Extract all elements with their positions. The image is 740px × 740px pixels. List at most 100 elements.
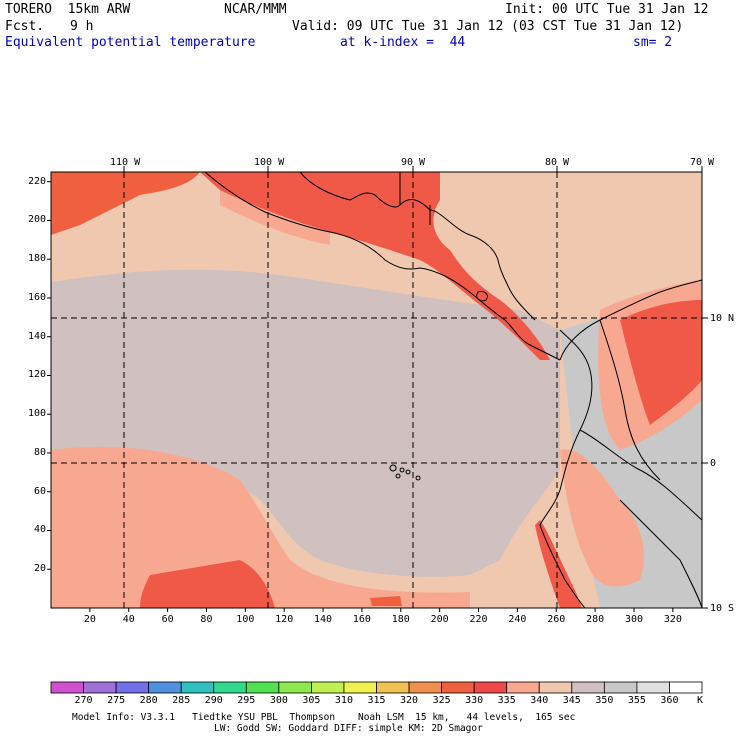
field-band-340-southwest: [51, 446, 470, 608]
lon-label-100w: 100 W: [254, 157, 285, 168]
x-tick-label: 320: [663, 614, 682, 625]
x-tick-label: 220: [469, 614, 488, 625]
x-tick-label: 100: [236, 614, 255, 625]
y-tick-label: 140: [27, 330, 46, 342]
x-tick-label: 80: [200, 614, 213, 625]
colorbar-swatch: [603, 681, 638, 694]
y-tick-label: 40: [33, 524, 46, 536]
y-tick-label: 160: [27, 291, 46, 303]
y-tick-label: 60: [33, 485, 46, 497]
x-tick-label: 140: [314, 614, 333, 625]
colorbar-level-label: 325: [432, 695, 451, 706]
x-tick-label: 180: [391, 614, 410, 625]
colorbar-level-label: 355: [627, 695, 646, 706]
colorbar-level-label: 310: [334, 695, 353, 706]
colombia-ecuador-coast: [539, 329, 593, 608]
lat-label-10n: 10 N: [710, 313, 735, 324]
colorbar-swatch: [50, 681, 84, 694]
lon-label-110w: 110 W: [110, 157, 141, 168]
colorbar-swatch: [506, 681, 540, 694]
y-tick-label: 220: [27, 175, 46, 187]
colorbar-swatch: [148, 681, 182, 694]
colorbar-swatch: [213, 681, 247, 694]
coastlines: [204, 172, 702, 608]
colorbar-swatch: [571, 681, 605, 694]
lon-label-70w: 70 W: [690, 157, 715, 168]
colorbar-swatch: [180, 681, 215, 694]
colorbar-level-label: 345: [562, 695, 581, 706]
forecast-hours: 9 h: [70, 19, 94, 34]
x-tick-label: 260: [547, 614, 566, 625]
colorbar-level-label: 275: [107, 695, 126, 706]
colorbar: [50, 681, 703, 694]
model-title: TORERO 15km ARW: [5, 2, 131, 17]
lon-ticks: [123, 166, 703, 172]
x-tick-marks: [89, 608, 674, 612]
colorbar-swatch: [343, 681, 377, 694]
colorbar-level-label: 305: [302, 695, 321, 706]
colorbar-level-label: 360: [660, 695, 679, 706]
lat-label-10s: 10 S: [710, 603, 735, 614]
lake-nicaragua: [476, 291, 488, 302]
colorbar-swatch: [376, 681, 410, 694]
field-band-340-mexico-coast: [220, 190, 330, 245]
colorbar-swatch: [473, 681, 508, 694]
colorbar-level-label: 335: [497, 695, 516, 706]
field-band-330-southwest-patch: [140, 560, 275, 608]
x-tick-label: 40: [122, 614, 135, 625]
mexico-coast: [204, 172, 561, 361]
yucatan: [399, 172, 431, 225]
model-info-line2: LW: Godd SW: Goddard DIFF: simple KM: 2D…: [214, 723, 483, 734]
colorbar-swatch: [83, 681, 117, 694]
colorbar-level-label: 280: [139, 695, 158, 706]
x-tick-label: 20: [83, 614, 96, 625]
latlon-grid: [51, 172, 702, 608]
lon-label-90w: 90 W: [401, 157, 426, 168]
forecast-label: Fcst.: [5, 19, 45, 34]
colorbar-swatch: [669, 681, 703, 694]
level-info: at k-index = 44: [340, 35, 466, 50]
colorbar-level-label: 315: [367, 695, 386, 706]
y-tick-label: 80: [33, 446, 46, 458]
colorbar-level-label: 295: [237, 695, 256, 706]
x-tick-label: 280: [586, 614, 605, 625]
galapagos: [389, 464, 421, 481]
x-tick-label: 160: [352, 614, 371, 625]
x-tick-label: 200: [430, 614, 449, 625]
colorbar-swatch: [278, 681, 312, 694]
x-tick-label: 300: [624, 614, 644, 625]
x-tick-label: 60: [161, 614, 174, 625]
country-borders: [579, 319, 702, 608]
field-band-350-south: [270, 470, 470, 572]
field-band-330-northwest: [51, 172, 200, 235]
x-tick-label: 120: [275, 614, 294, 625]
valid-time: Valid: 09 UTC Tue 31 Jan 12 (03 CST Tue …: [292, 19, 684, 34]
colorbar-level-label: 350: [595, 695, 614, 706]
colorbar-swatch: [538, 681, 573, 694]
init-time: Init: 00 UTC Tue 31 Jan 12: [505, 2, 709, 17]
y-tick-label: 100: [27, 408, 46, 420]
lon-label-80w: 80 W: [545, 157, 570, 168]
center-label: NCAR/MMM: [224, 2, 287, 17]
y-tick-label: 200: [27, 214, 46, 226]
field-band-330-central-america: [200, 172, 550, 360]
field-band-340-peru: [560, 449, 644, 587]
colorbar-level-label: 270: [74, 695, 93, 706]
colorbar-swatch: [636, 681, 670, 694]
y-tick-label: 20: [33, 563, 46, 575]
colorbar-level-label: 340: [530, 695, 549, 706]
lat-ticks: [702, 317, 708, 609]
smoothing-info: sm= 2: [633, 35, 673, 50]
model-info-line1: Model Info: V3.3.1 Tiedtke YSU PBL Thomp…: [72, 712, 576, 723]
y-tick-label: 180: [27, 253, 46, 265]
south-america-coast: [559, 279, 702, 361]
field-band-330-patch-south: [370, 596, 402, 606]
field-band-330-colombia: [620, 300, 702, 425]
lat-label-0: 0: [710, 458, 717, 469]
field-band-350: [51, 269, 560, 577]
colorbar-level-label: 300: [269, 695, 288, 706]
colorbar-swatch: [115, 681, 150, 694]
colorbar-swatch: [310, 681, 345, 694]
colorbar-swatch: [441, 681, 475, 694]
